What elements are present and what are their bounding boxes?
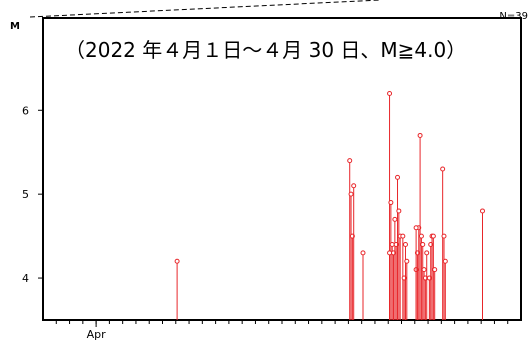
earthquake-marker <box>479 208 485 214</box>
plot-frame <box>42 17 522 321</box>
earthquake-marker <box>418 233 424 239</box>
earthquake-marker <box>348 191 354 197</box>
earthquake-marker <box>424 250 430 256</box>
y-tick-label: 6 <box>22 104 29 117</box>
earthquake-marker <box>404 258 410 264</box>
earthquake-marker <box>387 91 393 96</box>
earthquake-marker <box>421 267 427 273</box>
earthquake-marker <box>396 208 402 214</box>
earthquake-marker <box>420 242 426 247</box>
earthquake-marker <box>389 242 395 247</box>
earthquake-marker <box>351 183 357 189</box>
earthquake-marker <box>413 225 419 231</box>
y-tick-label: 5 <box>22 188 29 201</box>
earthquake-marker <box>441 233 447 239</box>
earthquake-marker <box>392 216 398 222</box>
earthquake-marker <box>347 158 353 164</box>
axis-ticks: Apr 4 5 6 <box>22 104 509 341</box>
count-label: N=39 <box>499 11 528 22</box>
earthquake-marker <box>402 242 408 247</box>
chart-title: （2022 年４月１日～４月 30 日、M≧4.0） <box>65 38 466 62</box>
earthquake-marker <box>388 200 394 206</box>
earthquake-marker <box>400 233 406 239</box>
dashed-guide-line <box>29 0 381 18</box>
x-tick-label: Apr <box>87 328 107 341</box>
earthquake-marker <box>430 233 436 239</box>
earthquake-marker <box>395 174 401 180</box>
y-axis-title: M <box>10 21 20 32</box>
earthquake-marker <box>387 250 393 256</box>
earthquake-marker <box>417 132 423 138</box>
earthquake-marker <box>174 258 180 264</box>
y-tick-label: 4 <box>22 272 29 285</box>
data-stems <box>174 91 485 320</box>
earthquake-marker <box>360 250 366 256</box>
earthquake-marker <box>442 258 448 264</box>
earthquake-marker <box>440 166 446 172</box>
earthquake-marker <box>432 267 438 273</box>
